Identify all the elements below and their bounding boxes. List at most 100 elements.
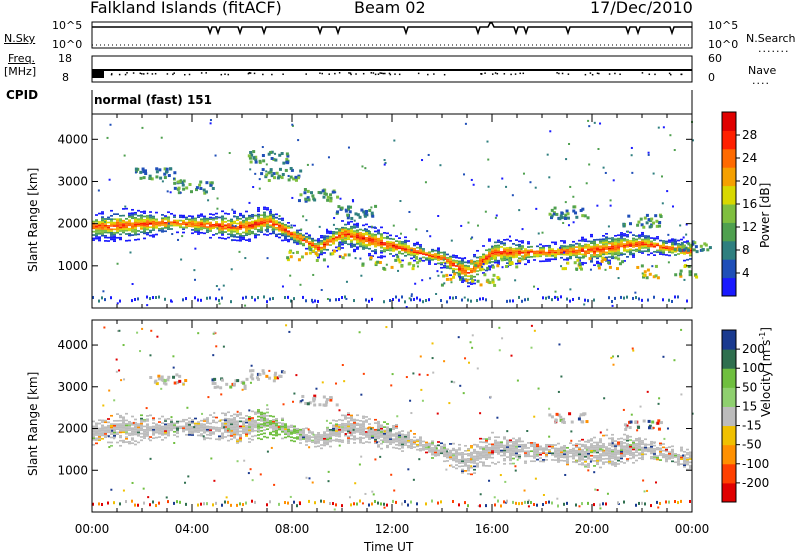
data-cell [307, 198, 311, 202]
data-cell [329, 445, 332, 448]
data-cell [443, 264, 446, 267]
data-cell [245, 229, 248, 231]
data-cell [503, 454, 506, 457]
data-cell [567, 224, 570, 227]
data-cell [611, 304, 614, 307]
data-cell [281, 227, 284, 230]
data-cell [92, 438, 95, 441]
data-cell [587, 451, 590, 453]
data-cell [570, 439, 573, 442]
data-cell [662, 298, 664, 302]
data-cell [560, 453, 563, 455]
data-cell [176, 221, 179, 224]
data-cell [268, 369, 271, 372]
data-cell [491, 450, 494, 452]
nave-dot [111, 73, 113, 75]
data-cell [395, 235, 398, 237]
data-cell [674, 254, 677, 256]
data-cell [288, 250, 292, 254]
data-cell [176, 420, 179, 423]
data-cell [395, 240, 398, 243]
data-cell [197, 426, 200, 428]
data-cell [305, 476, 308, 479]
data-cell [322, 258, 326, 262]
data-cell [182, 425, 185, 428]
data-cell [628, 426, 632, 430]
data-cell [242, 216, 245, 219]
data-cell [413, 244, 416, 247]
data-cell [119, 419, 122, 422]
data-cell [284, 227, 287, 230]
data-cell [296, 436, 299, 438]
data-cell [131, 225, 134, 228]
data-cell [626, 256, 629, 258]
data-cell [677, 244, 680, 247]
data-cell [119, 230, 122, 232]
data-cell [245, 227, 248, 230]
data-cell [524, 450, 527, 453]
data-cell [599, 448, 602, 450]
data-cell [245, 295, 247, 299]
data-cell [608, 256, 611, 258]
data-cell [141, 126, 144, 129]
data-cell [452, 449, 455, 452]
data-cell [368, 434, 371, 437]
data-cell [470, 466, 473, 469]
data-cell [356, 429, 359, 432]
data-cell [512, 462, 515, 465]
data-cell [333, 217, 336, 220]
data-cell [632, 445, 635, 447]
data-cell [282, 370, 286, 374]
data-cell [95, 232, 98, 235]
data-cell [263, 429, 266, 431]
data-cell [125, 226, 128, 229]
data-cell [467, 473, 470, 475]
data-cell [509, 299, 511, 303]
data-cell [391, 373, 394, 376]
data-cell [491, 445, 494, 447]
data-cell [455, 296, 457, 300]
data-cell [566, 261, 570, 265]
data-cell [589, 268, 592, 271]
data-cell [143, 435, 146, 438]
data-cell [572, 447, 575, 450]
data-cell [587, 439, 590, 442]
data-cell [464, 465, 467, 467]
data-cell [443, 266, 446, 269]
data-cell [662, 446, 665, 449]
data-cell [257, 230, 260, 233]
data-cell [419, 249, 422, 251]
data-cell [122, 439, 125, 442]
data-cell [629, 243, 632, 246]
data-cell [176, 231, 179, 234]
data-cell [644, 245, 647, 247]
data-cell [657, 427, 661, 431]
data-cell [116, 262, 119, 265]
data-cell [377, 231, 380, 233]
data-cell [116, 218, 119, 221]
data-cell [329, 239, 332, 241]
data-cell [173, 427, 176, 430]
data-cell [545, 458, 548, 461]
data-cell [356, 222, 359, 225]
data-cell [152, 434, 155, 436]
data-cell [281, 234, 284, 237]
data-cell [339, 197, 342, 200]
data-cell [248, 431, 251, 433]
data-cell [359, 242, 362, 244]
data-cell [428, 442, 431, 445]
data-cell [152, 215, 155, 218]
data-cell [290, 236, 293, 239]
data-cell [245, 232, 248, 235]
data-cell [344, 429, 347, 432]
data-cell [562, 420, 566, 424]
data-cell [203, 438, 206, 441]
data-cell [374, 244, 377, 246]
data-cell [440, 449, 443, 451]
data-cell [401, 430, 404, 432]
data-cell [401, 443, 404, 446]
data-cell [539, 243, 542, 246]
data-cell [314, 246, 317, 249]
data-cell [140, 219, 143, 222]
data-cell [104, 433, 107, 435]
